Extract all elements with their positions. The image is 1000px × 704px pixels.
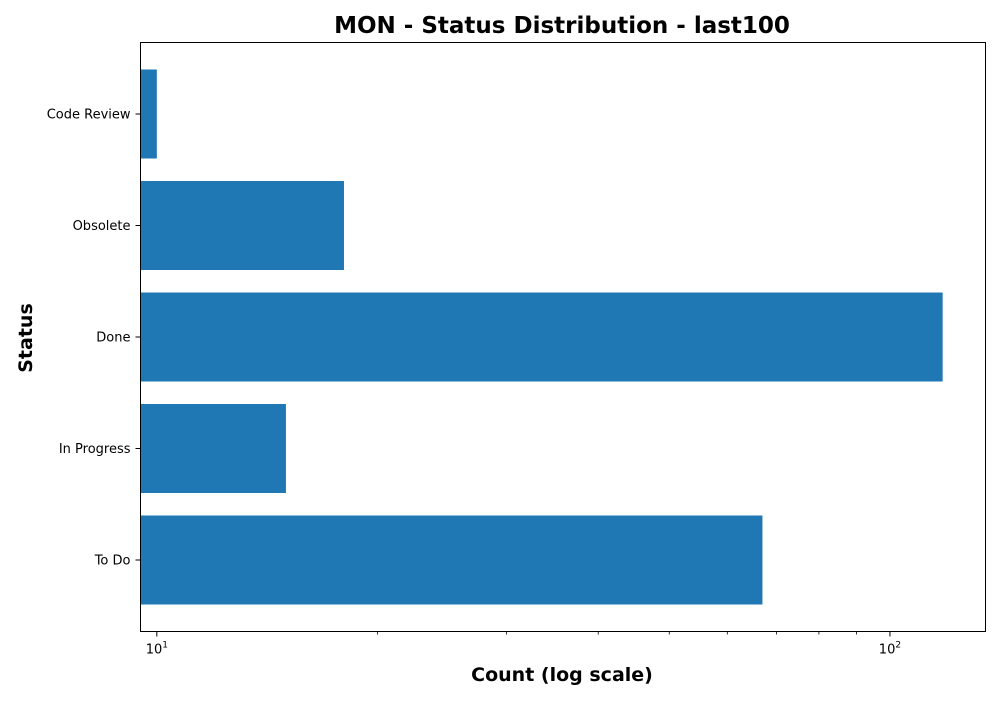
plot-frame [140,42,986,632]
x-axis-label: Count (log scale) [471,664,653,686]
bar-to-do [140,515,763,605]
bars-layer [140,69,943,605]
y-tick-label-done: Done [96,331,130,346]
y-tick-label-to-do: To Do [94,554,131,569]
y-tick-label-code-review: Code Review [47,108,131,123]
bar-done [140,292,943,382]
chart-title: MON - Status Distribution - last100 [334,13,790,39]
y-axis-label: Status [15,303,37,373]
x-tick-label: 101 [146,641,168,658]
bar-code-review [140,69,157,159]
ticks-layer: To Do In Progress Done Obsolete Code Review 1… [47,108,901,658]
x-tick-label: 102 [879,641,901,658]
bar-obsolete [140,181,344,270]
bar-in-progress [140,404,286,493]
y-tick-label-obsolete: Obsolete [73,219,131,234]
y-tick-label-in-progress: In Progress [59,442,131,457]
